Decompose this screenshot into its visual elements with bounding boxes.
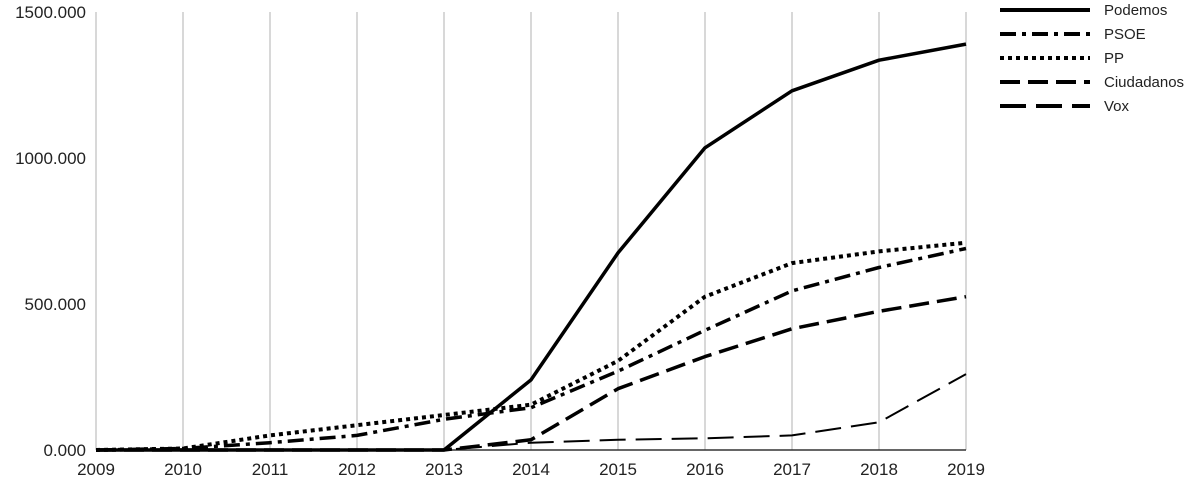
legend: Podemos PSOE PP Ciudadanos Vox	[1000, 2, 1184, 115]
y-tick-label: 1500.000	[15, 3, 86, 22]
legend-label-ciudadanos: Ciudadanos	[1104, 74, 1184, 91]
series-lines	[95, 42, 967, 452]
x-tick-label: 2011	[252, 460, 289, 479]
x-tick-label: 2009	[77, 460, 115, 479]
tick-labels: 0.000 500.000 1000.000 1500.000 2009 2010 2011…	[15, 3, 985, 479]
legend-label-podemos: Podemos	[1104, 2, 1167, 19]
legend-label-pp: PP	[1104, 50, 1124, 67]
x-tick-label: 2014	[512, 460, 550, 479]
x-tick-label: 2017	[773, 460, 811, 479]
legend-label-vox: Vox	[1104, 98, 1130, 115]
y-tick-label: 1000.000	[15, 149, 86, 168]
x-tick-label: 2013	[425, 460, 463, 479]
x-tick-label: 2010	[164, 460, 202, 479]
x-tick-label: 2015	[599, 460, 637, 479]
y-tick-label: 0.000	[43, 441, 86, 460]
x-tick-label: 2018	[860, 460, 898, 479]
grid-lines	[95, 12, 967, 450]
x-tick-label: 2012	[338, 460, 376, 479]
x-tick-label: 2019	[947, 460, 985, 479]
series-line-pp	[95, 240, 967, 452]
x-tick-label: 2016	[686, 460, 724, 479]
y-tick-label: 500.000	[25, 295, 86, 314]
series-line-vox	[96, 373, 967, 451]
legend-label-psoe: PSOE	[1104, 26, 1146, 43]
